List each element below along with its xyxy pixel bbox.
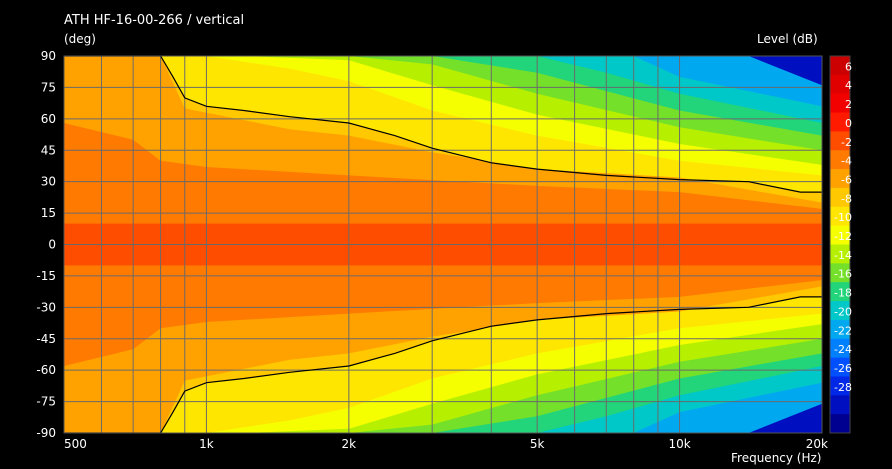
x-tick-label: 500 xyxy=(64,437,87,451)
y-tick-label: 0 xyxy=(48,238,56,252)
x-tick-label: 10k xyxy=(668,437,690,451)
colorbar-segment xyxy=(830,131,850,151)
colorbar-segment xyxy=(830,112,850,132)
y-tick-label: -90 xyxy=(36,426,56,440)
contour-lower xyxy=(64,296,822,433)
colorbar-segment xyxy=(830,169,850,189)
colorbar-segment xyxy=(830,56,850,76)
colorbar-tick-label: 2 xyxy=(845,98,852,111)
y-tick-label: 30 xyxy=(41,175,56,189)
colorbar-segment xyxy=(830,244,850,264)
colorbar-segment xyxy=(830,301,850,321)
colorbar-segment xyxy=(830,93,850,114)
colorbar-segment xyxy=(830,263,850,283)
colorbar-tick-label: -16 xyxy=(834,268,852,281)
chart-title: ATH HF-16-00-266 / vertical xyxy=(64,13,245,28)
colorbar-tick-label: -26 xyxy=(834,362,852,375)
colorbar-tick-label: 6 xyxy=(845,60,852,73)
y-tick-label: 60 xyxy=(41,112,56,126)
colorbar-label: Level (dB) xyxy=(757,32,818,46)
colorbar-segment xyxy=(830,225,850,245)
y-axis-label: (deg) xyxy=(64,32,96,46)
y-tick-label: 90 xyxy=(41,49,56,63)
contour-upper xyxy=(64,56,822,193)
colorbar-tick-label: 4 xyxy=(845,79,852,92)
colorbar-tick-label: -4 xyxy=(841,155,852,168)
colorbar-segment xyxy=(830,338,850,359)
x-axis-label: Frequency (Hz) xyxy=(731,451,822,465)
colorbar-tick-label: -10 xyxy=(834,211,852,224)
x-tick-label: 2k xyxy=(342,437,357,451)
colorbar-segment xyxy=(830,319,850,340)
colorbar-tick-label: -24 xyxy=(834,343,852,356)
colorbar-tick-label: -12 xyxy=(834,230,852,243)
x-tick-label: 20k xyxy=(806,437,828,451)
colorbar-segment xyxy=(830,395,850,415)
colorbar-tick-label: -28 xyxy=(834,381,852,394)
y-tick-label: -60 xyxy=(36,363,56,377)
colorbar-segment xyxy=(830,187,850,208)
colorbar-tick-label: -8 xyxy=(841,192,852,205)
colorbar-tick-label: -18 xyxy=(834,287,852,300)
colorbar-segment xyxy=(830,376,850,396)
colorbar-segment xyxy=(830,74,850,95)
colorbar-segment xyxy=(830,206,850,227)
colorbar-tick-label: -14 xyxy=(834,249,852,262)
y-tick-label: -75 xyxy=(36,395,56,409)
y-tick-label: -30 xyxy=(36,300,56,314)
colorbar-segment xyxy=(830,357,850,377)
y-tick-label: 75 xyxy=(41,80,56,94)
y-tick-label: -15 xyxy=(36,269,56,283)
y-tick-label: 45 xyxy=(41,143,56,157)
colorbar-segment xyxy=(830,150,850,170)
y-tick-label: -45 xyxy=(36,332,56,346)
colorbar-tick-label: -20 xyxy=(834,305,852,318)
colorbar-tick-label: -2 xyxy=(841,136,852,149)
plot-frame xyxy=(63,55,823,434)
colorbar-tick-label: -6 xyxy=(841,174,852,187)
y-tick-label: 15 xyxy=(41,206,56,220)
x-tick-label: 1k xyxy=(199,437,214,451)
colorbar-frame xyxy=(829,55,851,434)
colorbar-tick-label: -22 xyxy=(834,324,852,337)
x-tick-label: 5k xyxy=(530,437,545,451)
colorbar-segment xyxy=(830,414,850,434)
colorbar-tick-label: 0 xyxy=(845,117,852,130)
colorbar-segment xyxy=(830,282,850,302)
